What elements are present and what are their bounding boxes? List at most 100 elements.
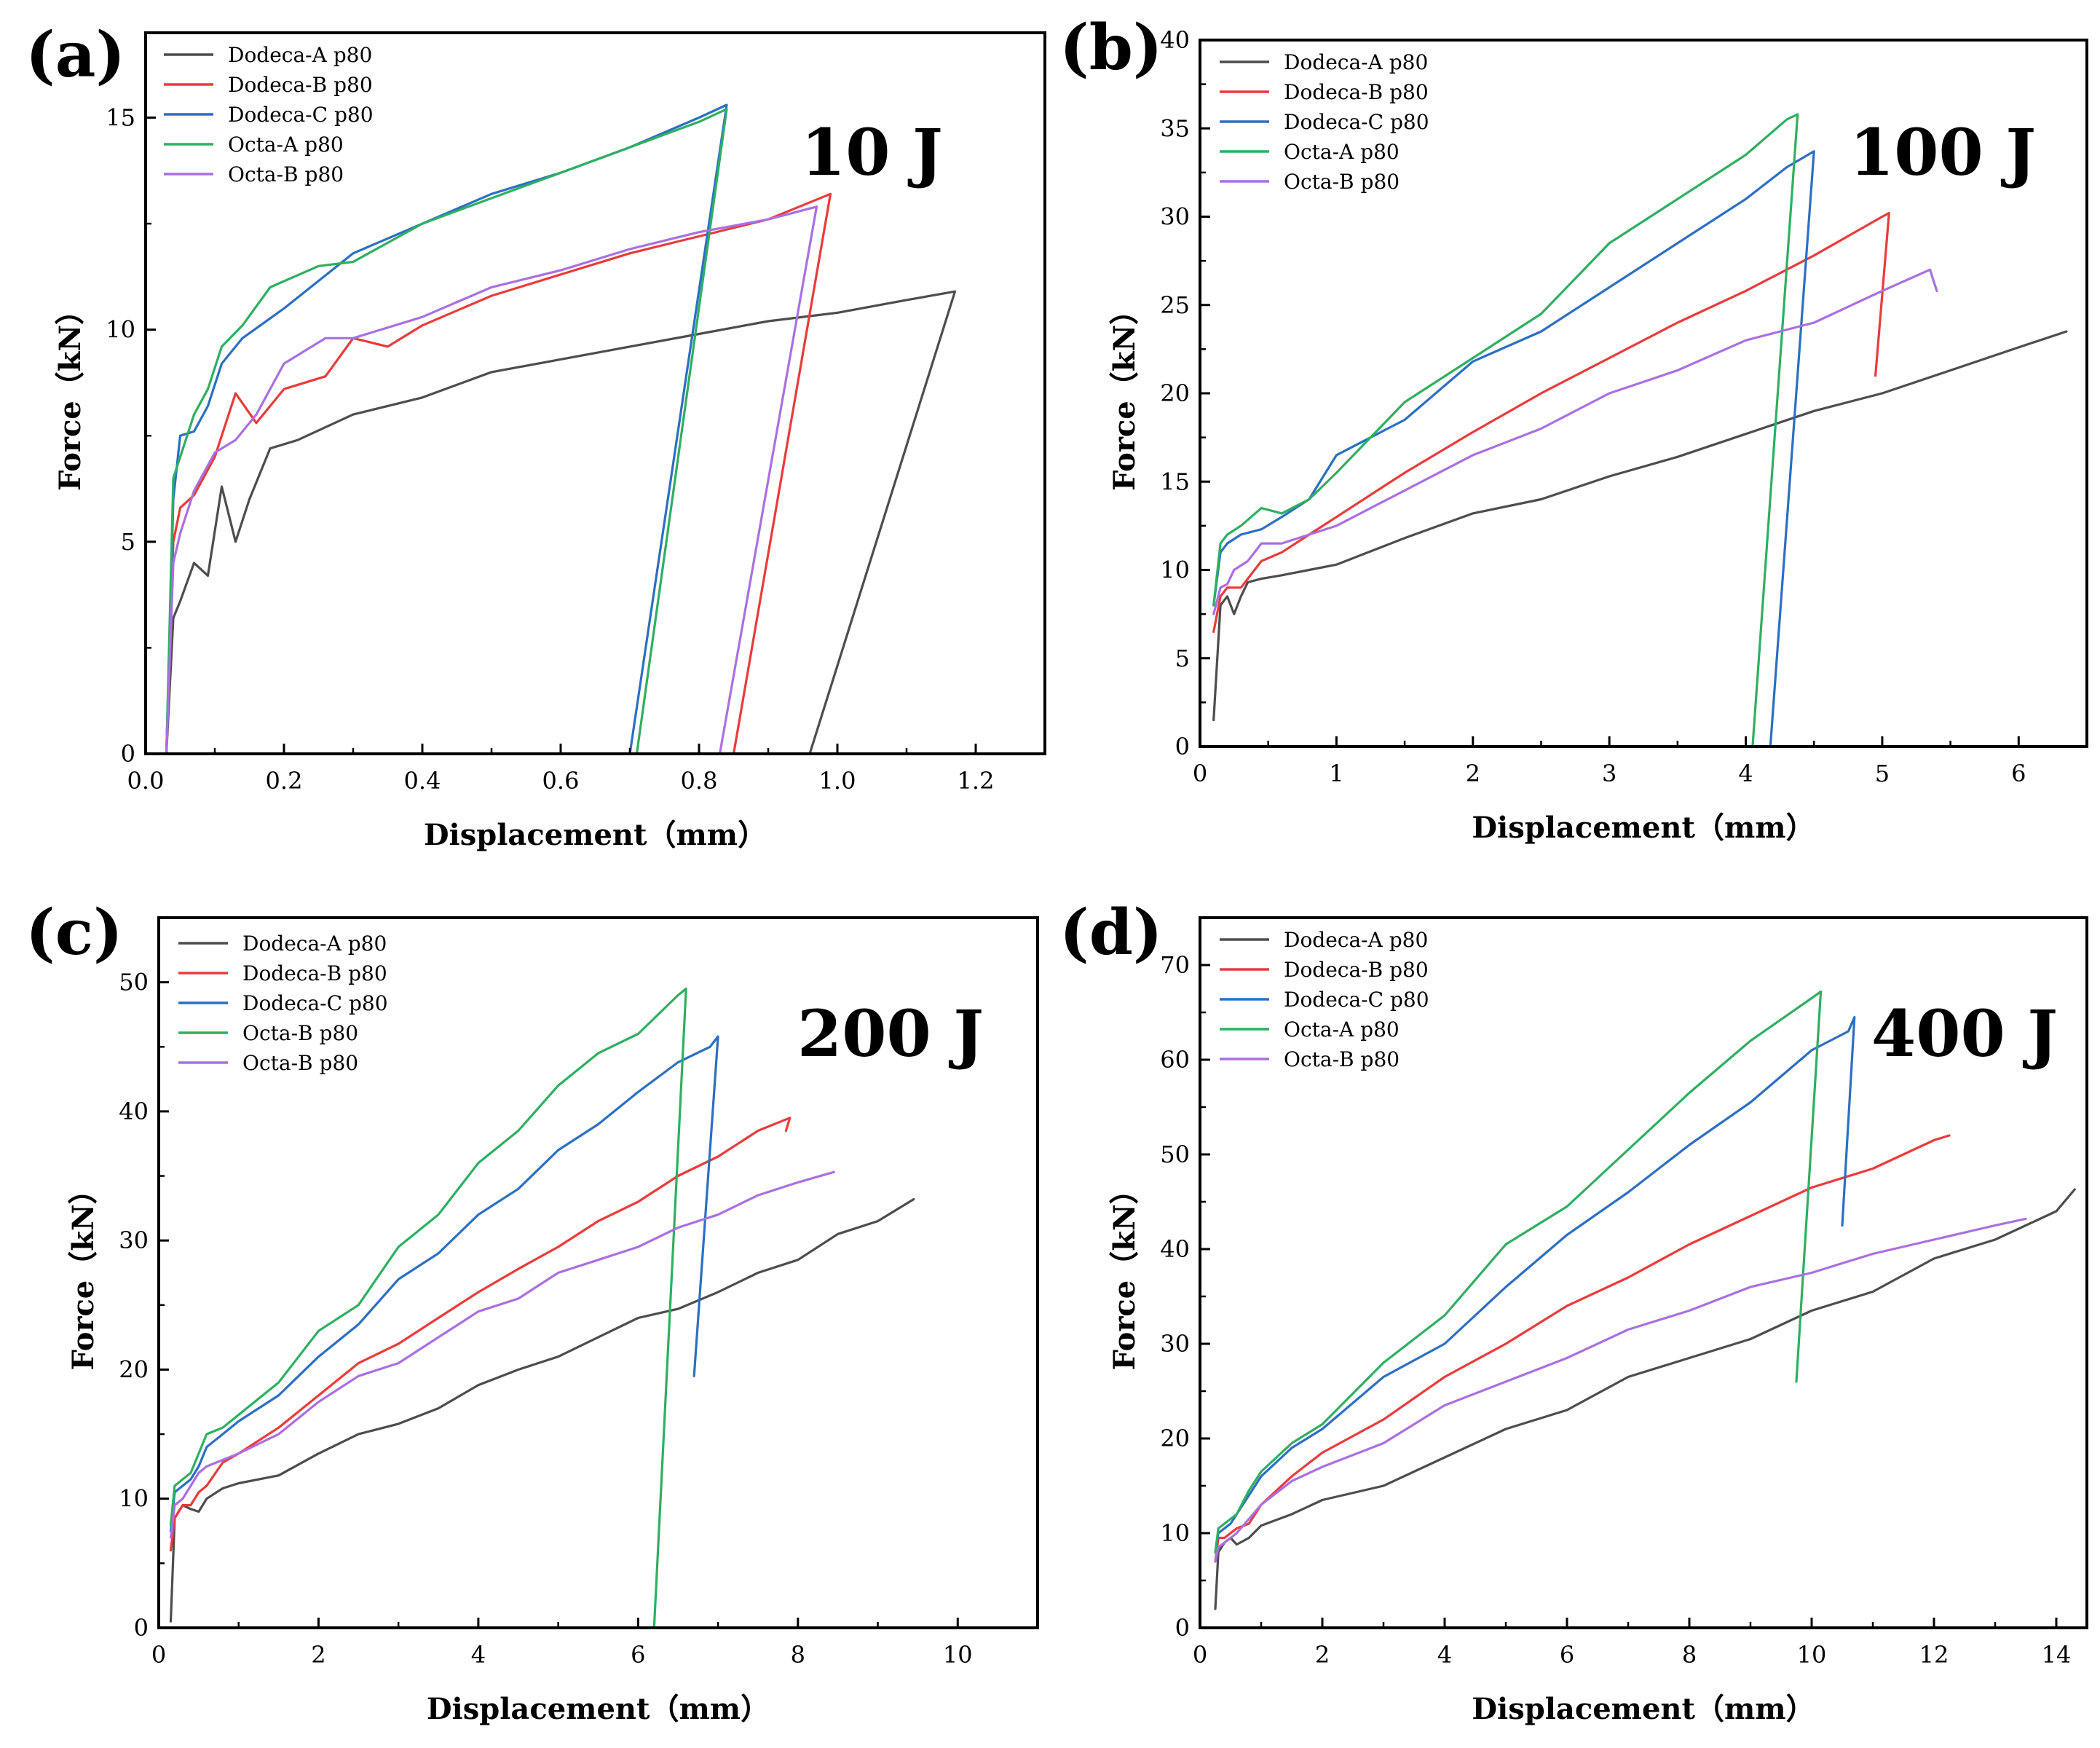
plot-frame xyxy=(157,916,1039,1629)
y-tick-label: 0 xyxy=(1175,1614,1190,1642)
y-tick-label: 20 xyxy=(119,1355,149,1383)
y-tick-label: 20 xyxy=(1160,379,1190,407)
series-line-octa-b-p80 xyxy=(1212,268,1938,615)
x-tick-label: 4 xyxy=(1437,1641,1452,1669)
y-tick-label: 15 xyxy=(106,103,135,131)
x-tick-label: 0 xyxy=(151,1641,166,1669)
legend-entry: Dodeca-B p80 xyxy=(1284,958,1429,982)
legend-entry: Dodeca-A p80 xyxy=(228,43,372,67)
y-tick-label: 0 xyxy=(121,740,135,768)
x-tick-label: 0.6 xyxy=(542,767,580,795)
legend: Dodeca-A p80 Dodeca-B p80 Dodeca-C p80 Octa… xyxy=(164,43,374,186)
x-tick-label: 0.4 xyxy=(404,767,441,795)
legend: Dodeca-A p80 Dodeca-B p80 Dodeca-C p80 Octa… xyxy=(178,932,388,1075)
y-tick-label: 10 xyxy=(1160,1519,1190,1547)
plot-frame xyxy=(144,31,1046,755)
x-axis-label: Displacement（mm） xyxy=(424,818,767,852)
series-line-octa-b-p80 xyxy=(169,1170,835,1539)
series-line-dodeca-c-p80 xyxy=(165,103,728,755)
y-tick-label: 30 xyxy=(119,1227,149,1254)
legend-entry: Octa-B p80 xyxy=(1284,170,1400,194)
series-line-octa-a-p80 xyxy=(1212,113,1799,748)
energy-label: 200 J xyxy=(797,996,984,1071)
series-line-dodeca-b-p80 xyxy=(1212,212,1890,634)
y-axis-label: Force（kN） xyxy=(53,296,87,491)
legend-entry: Dodeca-A p80 xyxy=(242,932,387,956)
panel-label: (c) xyxy=(25,896,123,969)
series-line-dodeca-b-p80 xyxy=(169,1117,792,1552)
y-tick-label: 30 xyxy=(1160,1330,1190,1358)
legend-entry: Dodeca-B p80 xyxy=(1284,80,1429,104)
legend-entry: Dodeca-C p80 xyxy=(1284,110,1429,134)
y-tick-label: 5 xyxy=(1175,645,1190,672)
y-tick-label: 0 xyxy=(134,1614,149,1642)
x-tick-label: 10 xyxy=(1797,1641,1827,1669)
legend-entry: Dodeca-C p80 xyxy=(228,103,374,127)
series-line-dodeca-c-p80 xyxy=(169,1035,719,1532)
plot-frame xyxy=(1199,916,2088,1629)
x-tick-label: 4 xyxy=(471,1641,486,1669)
series-line-dodeca-b-p80 xyxy=(165,192,832,755)
series-line-octa-a-p80 xyxy=(165,108,728,755)
x-axis-label: Displacement（mm） xyxy=(427,1692,770,1726)
y-tick-label: 10 xyxy=(106,316,135,344)
legend: Dodeca-A p80 Dodeca-B p80 Dodeca-C p80 Octa… xyxy=(1220,928,1429,1071)
legend-entry: Dodeca-C p80 xyxy=(1284,988,1429,1012)
y-tick-label: 30 xyxy=(1160,203,1190,231)
x-tick-label: 3 xyxy=(1602,760,1617,787)
x-tick-label: 1.2 xyxy=(958,767,995,795)
y-tick-label: 35 xyxy=(1160,114,1190,142)
y-tick-label: 50 xyxy=(1160,1141,1190,1168)
x-tick-label: 0 xyxy=(1193,1641,1207,1669)
legend-entry: Octa-B p80 xyxy=(1284,1047,1400,1071)
legend-entry: Dodeca-A p80 xyxy=(1284,50,1428,74)
y-axis-label: Force（kN） xyxy=(66,1175,100,1370)
y-tick-label: 5 xyxy=(121,528,135,556)
y-tick-label: 0 xyxy=(1175,733,1190,760)
panel-label: (a) xyxy=(25,18,125,92)
legend-entry: Dodeca-A p80 xyxy=(1284,928,1428,952)
x-tick-label: 2 xyxy=(311,1641,325,1669)
legend-entry: Octa-A p80 xyxy=(228,133,344,157)
x-tick-label: 12 xyxy=(1919,1641,1949,1669)
y-tick-label: 40 xyxy=(1160,1235,1190,1263)
x-tick-label: 4 xyxy=(1738,760,1753,787)
series-line-octa-a-p80 xyxy=(1214,990,1823,1554)
legend-entry: Dodeca-C p80 xyxy=(242,991,388,1015)
x-axis-label: Displacement（mm） xyxy=(1472,1692,1815,1726)
x-tick-label: 8 xyxy=(1682,1641,1697,1669)
chart-panel-3: 0 2 4 6 8 10 12 14 0 10 20 30 40 50 60 70 Displacement（m… xyxy=(1059,896,2088,1726)
x-tick-label: 6 xyxy=(1560,1641,1574,1669)
panel-label: (b) xyxy=(1059,11,1163,84)
x-tick-label: 2 xyxy=(1315,1641,1330,1669)
y-axis-label: Force（kN） xyxy=(1108,1175,1142,1370)
legend-entry: Dodeca-B p80 xyxy=(242,961,387,985)
x-tick-label: 2 xyxy=(1466,760,1480,787)
x-tick-label: 14 xyxy=(2042,1641,2072,1669)
chart-panel-1: 0 1 2 3 4 5 6 0 5 10 15 20 25 30 35 40 Displacement（mm） F… xyxy=(1059,11,2088,845)
x-tick-label: 1.0 xyxy=(819,767,856,795)
x-axis-label: Displacement（mm） xyxy=(1472,811,1815,845)
panel-label: (d) xyxy=(1059,896,1163,969)
y-tick-label: 60 xyxy=(1160,1046,1190,1074)
legend-entry: Octa-A p80 xyxy=(1284,140,1400,164)
series-line-dodeca-a-p80 xyxy=(1212,330,2068,722)
series-line-octa-b-p80 xyxy=(1214,1217,2027,1563)
legend-entry: Octa-B p80 xyxy=(228,162,344,186)
x-tick-label: 8 xyxy=(791,1641,805,1669)
x-tick-label: 6 xyxy=(2011,760,2026,787)
series-line-dodeca-c-p80 xyxy=(1214,1015,1856,1554)
chart-panel-0: 0.0 0.2 0.4 0.6 0.8 1.0 1.2 0 5 10 15 Displacement（… xyxy=(25,18,1046,852)
legend-entry: Octa-A p80 xyxy=(1284,1017,1400,1042)
series-line-octa-b-p80 xyxy=(165,205,818,755)
legend-entry: Octa-B p80 xyxy=(242,1021,358,1045)
y-tick-label: 70 xyxy=(1160,951,1190,979)
chart-panel-2: 0 2 4 6 8 10 0 10 20 30 40 50 Displacement（mm） Force（… xyxy=(25,896,1039,1726)
x-tick-label: 1 xyxy=(1329,760,1343,787)
energy-label: 10 J xyxy=(801,114,943,190)
energy-label: 100 J xyxy=(1850,114,2036,190)
y-tick-label: 15 xyxy=(1160,468,1190,495)
x-tick-label: 10 xyxy=(943,1641,973,1669)
x-tick-label: 0 xyxy=(1193,760,1207,787)
